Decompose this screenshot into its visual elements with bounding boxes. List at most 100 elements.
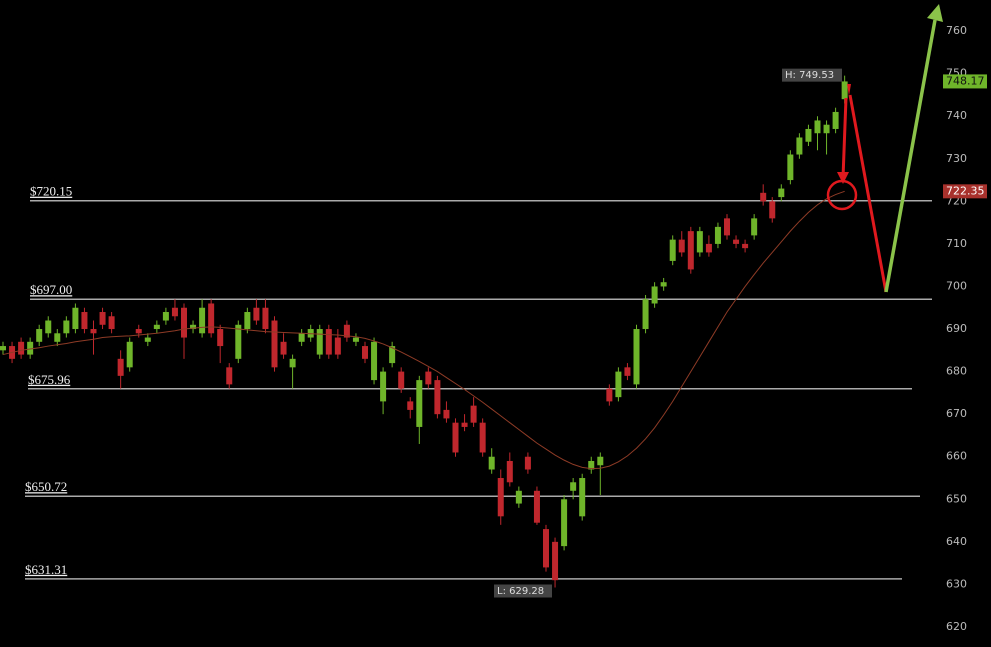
candle-body — [669, 239, 676, 261]
candle-body — [651, 286, 658, 304]
highlight-circle — [826, 179, 858, 211]
candle-body — [208, 303, 215, 334]
candle-body — [642, 299, 649, 330]
candle-body — [108, 316, 115, 330]
candle-body — [615, 371, 622, 398]
candle-body — [316, 329, 323, 355]
candle-body — [352, 337, 359, 342]
candle-body — [217, 329, 224, 347]
candle-body — [90, 329, 97, 334]
layer — [0, 30, 939, 628]
level-label: $631.31 — [25, 562, 67, 577]
candle-body — [814, 120, 821, 134]
candle-body — [543, 529, 549, 568]
layer: 6206306406506606706806907007107207307407… — [25, 24, 987, 633]
candle-body — [434, 380, 441, 415]
candle-body — [687, 231, 694, 270]
candle-body — [443, 409, 450, 419]
candle-body — [832, 111, 839, 129]
y-tick-label: 650 — [946, 492, 967, 505]
candle-body — [470, 405, 477, 423]
price-tag-label: 748.17 — [946, 74, 985, 87]
candle-body — [497, 478, 504, 517]
candle-body — [54, 333, 61, 342]
candle-body — [479, 422, 486, 453]
high-box — [782, 68, 842, 82]
ma-tag-label: 722.35 — [946, 184, 985, 197]
candle-body — [63, 320, 70, 334]
candle-body — [45, 320, 52, 334]
candle-body — [117, 358, 124, 376]
level-label: $675.96 — [28, 372, 71, 387]
arrow-head — [927, 4, 943, 22]
candle-body — [733, 239, 740, 244]
candle-body — [380, 371, 387, 402]
candle-body — [570, 482, 577, 491]
arrow-line — [841, 97, 848, 179]
candle-body — [760, 192, 767, 202]
candle-body — [561, 499, 568, 547]
candle-body — [696, 231, 703, 253]
candle-body — [27, 341, 34, 355]
candle-body — [325, 329, 332, 355]
candle-body — [425, 371, 432, 385]
candle-body — [99, 312, 106, 325]
level-label: $697.00 — [30, 282, 72, 297]
candle-body — [787, 154, 794, 181]
candle-body — [488, 456, 495, 470]
arrow-head — [847, 84, 851, 96]
candle-body — [226, 367, 233, 385]
level-label: $720.15 — [30, 184, 72, 199]
y-tick-label: 690 — [946, 322, 967, 335]
candle-body — [262, 307, 269, 330]
candle-body — [778, 188, 785, 198]
candle-body — [805, 128, 812, 142]
candle-body — [81, 312, 88, 330]
candle-body — [389, 346, 396, 364]
candle-body — [371, 341, 378, 381]
candle-body — [742, 243, 749, 249]
candle-body — [280, 341, 287, 355]
candle-body — [407, 401, 414, 410]
y-tick-label: 630 — [946, 577, 967, 590]
candle-body — [235, 324, 242, 359]
candle-body — [796, 137, 803, 155]
moving-average — [2, 190, 845, 470]
low-label: L: 629.28 — [497, 586, 544, 597]
candle-body — [398, 371, 405, 389]
candle-body — [171, 307, 178, 317]
low-box — [494, 584, 552, 598]
candle-body — [724, 218, 730, 236]
candle-body — [289, 358, 296, 368]
candle-body — [72, 307, 79, 330]
candle-body — [633, 329, 640, 385]
candle-body — [552, 541, 559, 581]
candle-body — [588, 460, 595, 470]
candle-body — [18, 341, 25, 355]
candle-body — [190, 324, 197, 330]
y-tick-label: 700 — [946, 279, 967, 292]
candle-body — [153, 324, 160, 330]
y-tick-label: 680 — [946, 365, 967, 378]
arrow-line — [884, 19, 937, 293]
trade-arrows — [826, 4, 943, 293]
high-label: H: 749.53 — [785, 70, 834, 81]
price-tag — [943, 74, 987, 89]
candle-body — [362, 346, 368, 359]
candle-body — [334, 337, 341, 355]
candle-body — [506, 460, 513, 483]
y-tick-label: 620 — [946, 620, 967, 633]
candle-body — [416, 380, 423, 427]
candle-body — [769, 201, 776, 219]
candle-body — [515, 490, 522, 504]
candle-body — [660, 282, 667, 287]
candle-body — [714, 226, 721, 244]
candle-body — [126, 341, 133, 368]
candle-body — [36, 329, 43, 342]
y-tick-label: 740 — [946, 109, 967, 122]
candle-body — [533, 490, 540, 523]
candle-body — [678, 239, 685, 253]
y-tick-label: 730 — [946, 152, 967, 165]
y-tick-label: 760 — [946, 24, 967, 37]
